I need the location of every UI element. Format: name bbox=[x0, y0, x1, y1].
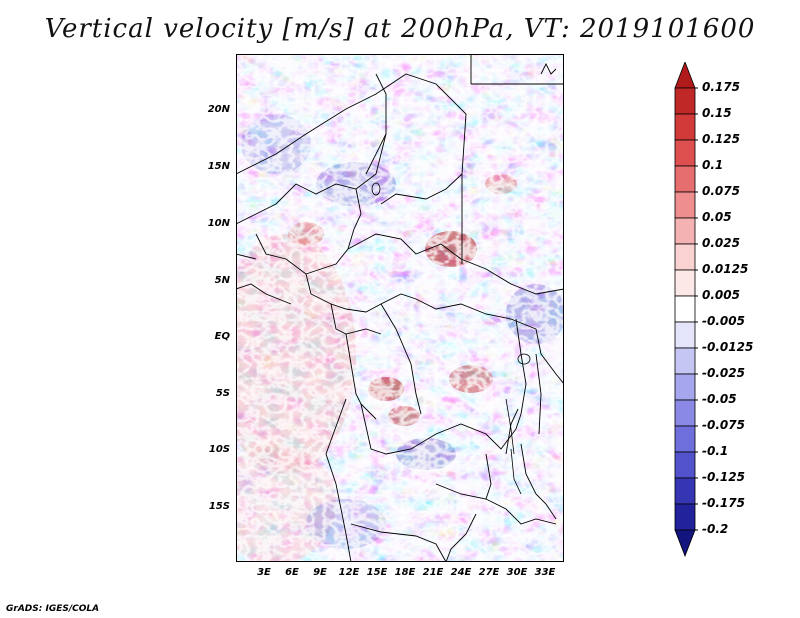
colorbar-level-label: 0.005 bbox=[702, 288, 740, 302]
colorbar-swatch bbox=[674, 62, 696, 89]
colorbar-swatch bbox=[674, 529, 696, 558]
lat-label: 20N bbox=[207, 104, 230, 115]
lat-label: 15N bbox=[207, 161, 230, 172]
colorbar-level-label: 0.05 bbox=[702, 210, 732, 224]
colorbar-swatch bbox=[674, 503, 696, 531]
colorbar-swatch bbox=[674, 269, 696, 297]
colorbar-level-label: -0.1 bbox=[702, 444, 729, 458]
colorbar-level-label: 0.175 bbox=[702, 80, 740, 94]
lon-label: 18E bbox=[394, 567, 416, 578]
colorbar-level-label: -0.2 bbox=[702, 522, 729, 536]
colorbar-level-label: -0.175 bbox=[702, 496, 745, 510]
colorbar-swatch bbox=[674, 373, 696, 401]
lon-label: 30E bbox=[506, 567, 528, 578]
lat-label: 5N bbox=[214, 275, 230, 286]
colorbar-level-label: -0.025 bbox=[702, 366, 745, 380]
lon-label: 3E bbox=[257, 567, 271, 578]
lat-label: 10N bbox=[207, 218, 230, 229]
colorbar bbox=[674, 62, 698, 558]
colorbar-swatch bbox=[674, 321, 696, 349]
country-borders bbox=[236, 54, 564, 562]
colorbar-level-label: 0.15 bbox=[702, 106, 732, 120]
map-title: Vertical velocity [m/s] at 200hPa, VT: 2… bbox=[44, 14, 756, 44]
colorbar-level-label: 0.025 bbox=[702, 236, 740, 250]
shaded-field bbox=[236, 54, 564, 562]
colorbar-swatch bbox=[674, 243, 696, 271]
colorbar-swatch bbox=[674, 113, 696, 141]
colorbar-level-label: 0.125 bbox=[702, 132, 740, 146]
lon-label: 21E bbox=[422, 567, 444, 578]
colorbar-level-label: 0.1 bbox=[702, 158, 724, 172]
colorbar-level-label: -0.005 bbox=[702, 314, 745, 328]
colorbar-swatch bbox=[674, 347, 696, 375]
lat-label: EQ bbox=[214, 331, 230, 342]
lat-label: 5S bbox=[215, 388, 230, 399]
velocity-field-map bbox=[231, 54, 564, 562]
colorbar-level-label: 0.0125 bbox=[702, 262, 749, 276]
lat-label: 10S bbox=[208, 444, 230, 455]
lon-label: 12E bbox=[338, 567, 360, 578]
lon-label: 27E bbox=[478, 567, 500, 578]
colorbar-swatch bbox=[674, 451, 696, 479]
colorbar-swatch bbox=[674, 87, 696, 115]
colorbar-level-label: 0.075 bbox=[702, 184, 740, 198]
map-frame bbox=[236, 54, 564, 562]
colorbar-swatch bbox=[674, 165, 696, 193]
lat-label: 15S bbox=[208, 501, 230, 512]
colorbar-swatch bbox=[674, 425, 696, 453]
grads-credit: GrADS: IGES/COLA bbox=[6, 604, 100, 614]
colorbar-level-label: -0.0125 bbox=[702, 340, 754, 354]
lon-label: 33E bbox=[534, 567, 556, 578]
lon-label: 6E bbox=[285, 567, 299, 578]
colorbar-level-label: -0.05 bbox=[702, 392, 737, 406]
colorbar-swatch bbox=[674, 477, 696, 505]
lon-label: 9E bbox=[313, 567, 327, 578]
lon-label: 24E bbox=[450, 567, 472, 578]
colorbar-swatch bbox=[674, 191, 696, 219]
lon-label: 15E bbox=[366, 567, 388, 578]
colorbar-swatch bbox=[674, 139, 696, 167]
colorbar-swatch bbox=[674, 217, 696, 245]
colorbar-swatch bbox=[674, 399, 696, 427]
colorbar-level-label: -0.125 bbox=[702, 470, 745, 484]
colorbar-level-label: -0.075 bbox=[702, 418, 745, 432]
lakes bbox=[371, 182, 531, 495]
map-panel bbox=[231, 54, 564, 562]
colorbar-swatch bbox=[674, 295, 696, 323]
